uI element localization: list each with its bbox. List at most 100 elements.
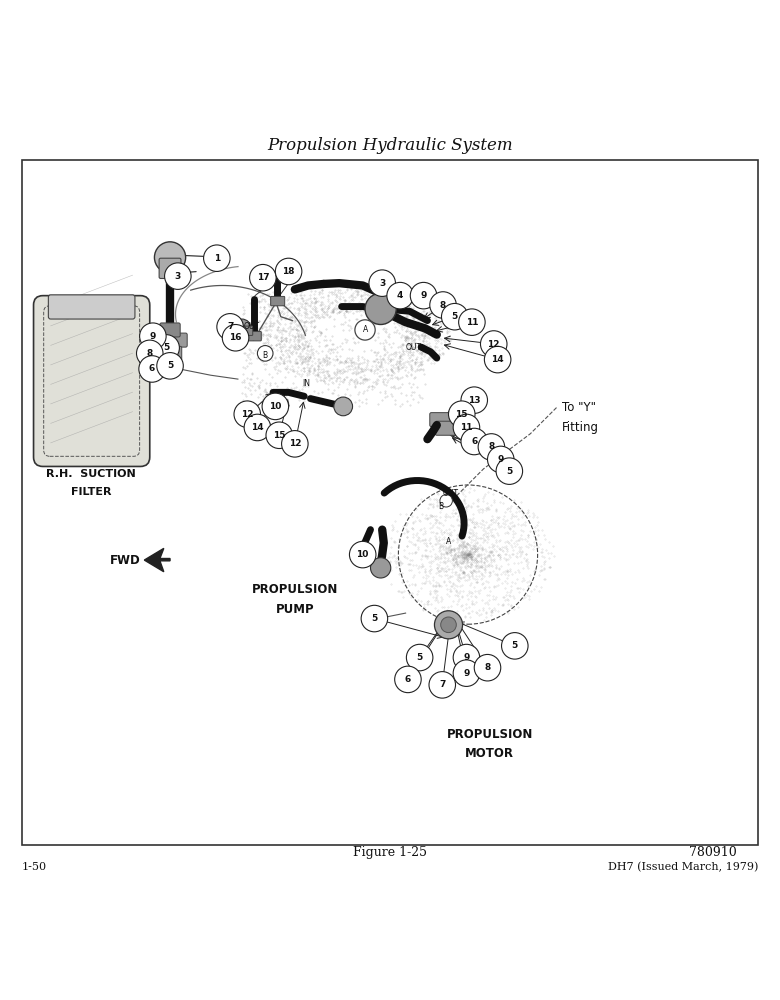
Text: 11: 11 xyxy=(466,318,478,327)
Circle shape xyxy=(250,264,276,291)
Circle shape xyxy=(488,446,514,473)
Text: 5: 5 xyxy=(371,614,378,623)
Text: Propulsion Hydraulic System: Propulsion Hydraulic System xyxy=(268,137,512,154)
Text: FILTER: FILTER xyxy=(71,487,112,497)
Circle shape xyxy=(266,422,292,449)
Text: PROPULSION: PROPULSION xyxy=(252,583,338,596)
FancyBboxPatch shape xyxy=(160,323,180,337)
Circle shape xyxy=(234,401,261,427)
Text: 7: 7 xyxy=(439,680,445,689)
Text: 6: 6 xyxy=(471,437,477,446)
FancyBboxPatch shape xyxy=(230,326,253,335)
Text: 5: 5 xyxy=(417,653,423,662)
Circle shape xyxy=(217,314,243,340)
Text: 1: 1 xyxy=(214,254,220,263)
Text: PROPULSION: PROPULSION xyxy=(447,728,533,741)
Circle shape xyxy=(282,431,308,457)
Text: 10: 10 xyxy=(269,402,282,411)
Text: 5: 5 xyxy=(506,467,512,476)
Text: OUT: OUT xyxy=(443,489,459,498)
Text: 12: 12 xyxy=(289,439,301,448)
Circle shape xyxy=(387,282,413,309)
FancyBboxPatch shape xyxy=(435,421,457,435)
Text: 5: 5 xyxy=(163,343,169,352)
Text: 9: 9 xyxy=(150,332,156,341)
Circle shape xyxy=(461,428,488,455)
Circle shape xyxy=(154,242,186,273)
Circle shape xyxy=(453,414,480,441)
Circle shape xyxy=(395,666,421,693)
Text: 5: 5 xyxy=(512,641,518,650)
Text: B: B xyxy=(438,502,443,511)
Circle shape xyxy=(365,293,396,325)
Text: IN: IN xyxy=(303,378,310,387)
Text: 10: 10 xyxy=(356,550,369,559)
Text: 12: 12 xyxy=(488,340,500,349)
Text: MOTOR: MOTOR xyxy=(466,747,514,760)
Circle shape xyxy=(153,335,179,361)
Circle shape xyxy=(478,434,505,460)
FancyBboxPatch shape xyxy=(158,346,182,360)
Text: A: A xyxy=(446,537,451,546)
Circle shape xyxy=(474,654,501,681)
Circle shape xyxy=(275,258,302,285)
Circle shape xyxy=(406,644,433,671)
Circle shape xyxy=(441,617,456,633)
Circle shape xyxy=(361,605,388,632)
Text: 15: 15 xyxy=(456,410,468,419)
Circle shape xyxy=(440,495,452,507)
Circle shape xyxy=(355,320,375,340)
Circle shape xyxy=(480,331,507,357)
Text: 8: 8 xyxy=(147,349,153,358)
Text: 12: 12 xyxy=(241,410,254,419)
Text: 9: 9 xyxy=(420,291,427,300)
Text: 16: 16 xyxy=(229,333,242,342)
Circle shape xyxy=(157,353,183,379)
Circle shape xyxy=(496,458,523,484)
Circle shape xyxy=(453,644,480,671)
Text: OUT: OUT xyxy=(244,322,260,331)
Circle shape xyxy=(222,324,249,351)
FancyBboxPatch shape xyxy=(48,295,135,319)
Text: FWD: FWD xyxy=(110,554,140,567)
FancyBboxPatch shape xyxy=(430,413,452,427)
FancyBboxPatch shape xyxy=(247,332,261,341)
Circle shape xyxy=(136,340,163,367)
FancyBboxPatch shape xyxy=(271,296,285,306)
Circle shape xyxy=(429,672,456,698)
Circle shape xyxy=(459,309,485,335)
Text: 3: 3 xyxy=(175,272,181,281)
Text: To "Y": To "Y" xyxy=(562,401,596,414)
Text: 6: 6 xyxy=(149,364,155,373)
Text: Fitting: Fitting xyxy=(562,421,598,434)
Text: 3: 3 xyxy=(379,279,385,288)
Text: 14: 14 xyxy=(251,423,264,432)
Text: 15: 15 xyxy=(273,431,285,440)
Circle shape xyxy=(262,393,289,420)
Text: 8: 8 xyxy=(488,442,495,451)
Text: 9: 9 xyxy=(463,669,470,678)
Text: PUMP: PUMP xyxy=(275,603,314,616)
Circle shape xyxy=(502,633,528,659)
Text: 9: 9 xyxy=(498,455,504,464)
Circle shape xyxy=(448,401,475,427)
Circle shape xyxy=(140,323,166,349)
FancyBboxPatch shape xyxy=(148,341,172,355)
Text: 17: 17 xyxy=(257,273,269,282)
Bar xyxy=(22,160,758,845)
Text: 7: 7 xyxy=(227,322,233,331)
Text: 8: 8 xyxy=(484,663,491,672)
Polygon shape xyxy=(144,548,170,572)
FancyBboxPatch shape xyxy=(159,258,181,278)
Text: A: A xyxy=(363,325,368,334)
Circle shape xyxy=(410,282,437,309)
Text: B: B xyxy=(263,351,268,360)
Text: 13: 13 xyxy=(468,396,480,405)
Circle shape xyxy=(461,387,488,413)
Text: 1-50: 1-50 xyxy=(22,862,47,872)
Circle shape xyxy=(204,245,230,271)
Text: Figure 1-25: Figure 1-25 xyxy=(353,846,427,859)
Text: 780910: 780910 xyxy=(690,846,737,859)
Text: R.H.  SUCTION: R.H. SUCTION xyxy=(46,469,136,479)
Text: 4: 4 xyxy=(397,291,403,300)
